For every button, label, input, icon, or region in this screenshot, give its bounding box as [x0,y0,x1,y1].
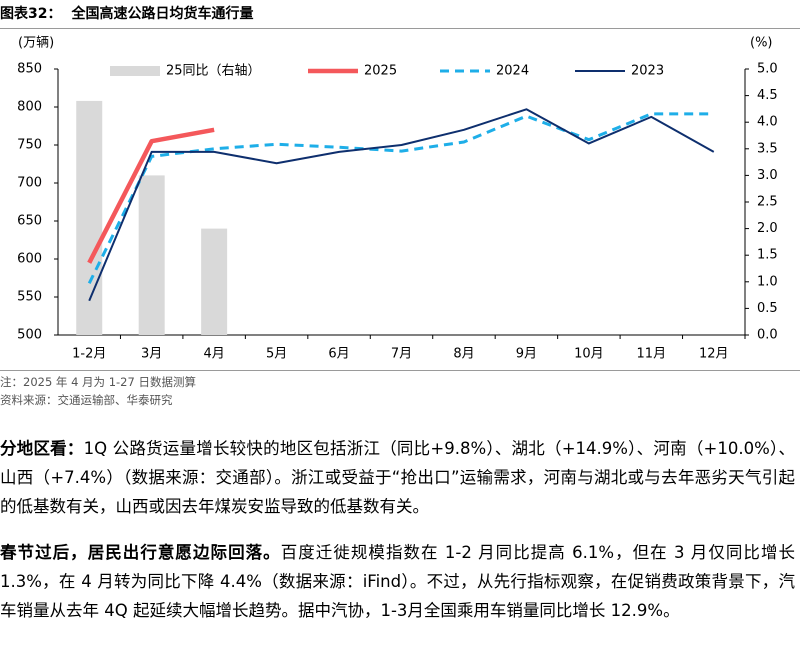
y2-tick-label: 2.5 [757,195,778,210]
x-tick-label: 1-2月 [72,347,106,362]
line [88,108,715,302]
x-tick-label: 4月 [203,347,224,362]
notes: 注：2025 年 4 月为 1-27 日数据测算 资料来源：交通运输部、华泰研究 [0,370,800,409]
y-tick-label: 600 [17,252,42,267]
note: 注：2025 年 4 月为 1-27 日数据测算 [0,375,196,389]
legend-label: 25同比（右轴） [166,64,261,79]
legend-label: 2024 [496,64,529,79]
legend-label: 2025 [364,64,397,79]
x-tick-label: 6月 [328,347,349,362]
x-tick-label: 11月 [637,347,667,362]
source: 资料来源：交通运输部、华泰研究 [0,393,173,407]
y2-tick-label: 3.0 [757,168,778,183]
bar [201,228,228,335]
x-tick-label: 9月 [516,347,537,362]
y-tick-label: 800 [17,100,42,115]
y2-tick-label: 4.5 [757,88,778,103]
y-tick-label: 650 [17,214,42,229]
y2-tick-label: 1.5 [757,248,778,263]
y2-tick-label: 2.0 [757,221,778,236]
paragraph-text: 1Q 公路货运量增长较快的地区包括浙江（同比+9.8%）、湖北（+14.9%）、… [0,439,796,516]
y2-tick-label: 5.0 [757,62,778,77]
y2-axis-label: (%) [750,36,773,51]
x-tick-label: 5月 [266,347,287,362]
y-tick-label: 550 [17,290,42,305]
legend-swatch [110,66,160,76]
x-tick-label: 12月 [699,347,729,362]
y2-tick-label: 0.0 [757,328,778,343]
y2-tick-label: 1.0 [757,274,778,289]
line [87,127,215,264]
paragraph: 分地区看：1Q 公路货运量增长较快的地区包括浙江（同比+9.8%）、湖北（+14… [0,434,795,521]
figure-header: 图表32： 全国高速公路日均货车通行量 [0,0,800,29]
paragraph-text: 百度迁徙规模指数在 1-2 月同比提高 6.1%，但在 3 月仅同比增长 1.3… [0,543,796,620]
chart: (万辆) (%) 500 550 600 650 700 750 800 850 0.0 0.5 1… [17,36,778,362]
legend-label: 2023 [631,64,664,79]
paragraph: 春节过后，居民出行意愿边际回落。百度迁徙规模指数在 1-2 月同比提高 6.1%… [0,538,795,625]
paragraph-lead: 分地区看： [0,439,84,458]
paragraph-lead: 春节过后，居民出行意愿边际回落。 [0,543,281,562]
y-axis-label: (万辆) [18,36,54,51]
y-tick-label: 700 [17,176,42,191]
figure-title: 全国高速公路日均货车通行量 [71,6,254,22]
bar [138,175,165,335]
line [87,112,714,284]
x-tick-label: 8月 [453,347,474,362]
bar [76,100,103,335]
y2-tick-label: 0.5 [757,301,778,316]
x-tick-label: 10月 [574,347,604,362]
x-tick-label: 7月 [391,347,412,362]
y-tick-label: 850 [17,62,42,77]
y2-tick-label: 4.0 [757,115,778,130]
x-tick-label: 3月 [141,347,162,362]
figure-label: 图表32： [0,6,62,22]
y-tick-label: 750 [17,138,42,153]
y2-tick-label: 3.5 [757,141,778,156]
y-tick-label: 500 [17,328,42,343]
